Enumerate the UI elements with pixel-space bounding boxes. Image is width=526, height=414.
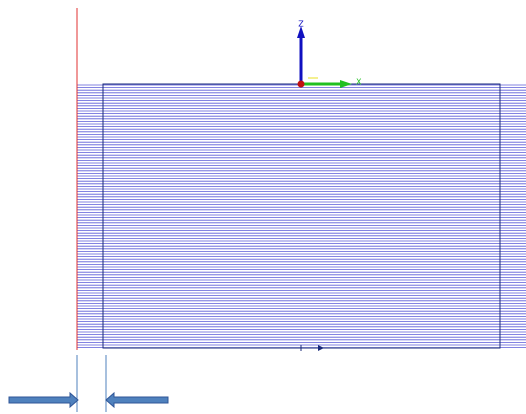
dimension-arrow-right <box>8 391 79 409</box>
z-arrowhead <box>297 26 305 38</box>
x-label: X <box>356 78 362 87</box>
origin-marker <box>297 80 305 88</box>
dimension-arrow-left <box>105 391 169 409</box>
end-arrowhead <box>318 345 324 351</box>
z-label: Z <box>298 20 304 29</box>
toolpath-lines <box>77 84 526 349</box>
x-arrowhead <box>340 80 352 88</box>
